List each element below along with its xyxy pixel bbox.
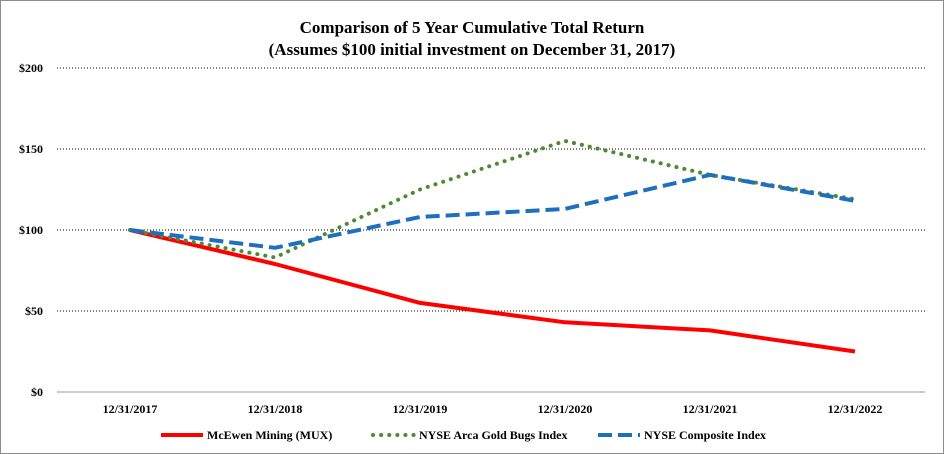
chart-title: Comparison of 5 Year Cumulative Total Re… [300,18,645,37]
series-line-3 [129,172,856,250]
y-tick-label: $100 [19,223,43,237]
x-axis-ticks: 12/31/2017 12/31/2018 12/31/2019 12/31/2020… [103,402,883,416]
series-line-1 [129,228,856,354]
x-tick-label: 12/31/2020 [538,402,593,416]
x-tick-label: 12/31/2019 [393,402,448,416]
legend-label-3: NYSE Composite Index [644,428,766,442]
grid-lines [57,67,925,393]
y-tick-label: $0 [31,385,43,399]
x-tick-label: 12/31/2022 [828,402,883,416]
y-axis-ticks: $0 $50 $100 $150 $200 [19,61,43,399]
y-tick-label: $50 [25,304,43,318]
x-tick-label: 12/31/2018 [248,402,303,416]
legend: McEwen Mining (MUX) NYSE Arca Gold Bugs I… [161,428,766,442]
series-line-2 [128,138,857,260]
x-tick-label: 12/31/2021 [683,402,738,416]
y-tick-label: $200 [19,61,43,75]
x-tick-label: 12/31/2017 [103,402,158,416]
y-tick-label: $150 [19,142,43,156]
chart-subtitle: (Assumes $100 initial investment on Dece… [269,40,676,59]
legend-label-2: NYSE Arca Gold Bugs Index [419,428,567,442]
series-lines [128,138,857,354]
legend-label-1: McEwen Mining (MUX) [207,428,332,442]
